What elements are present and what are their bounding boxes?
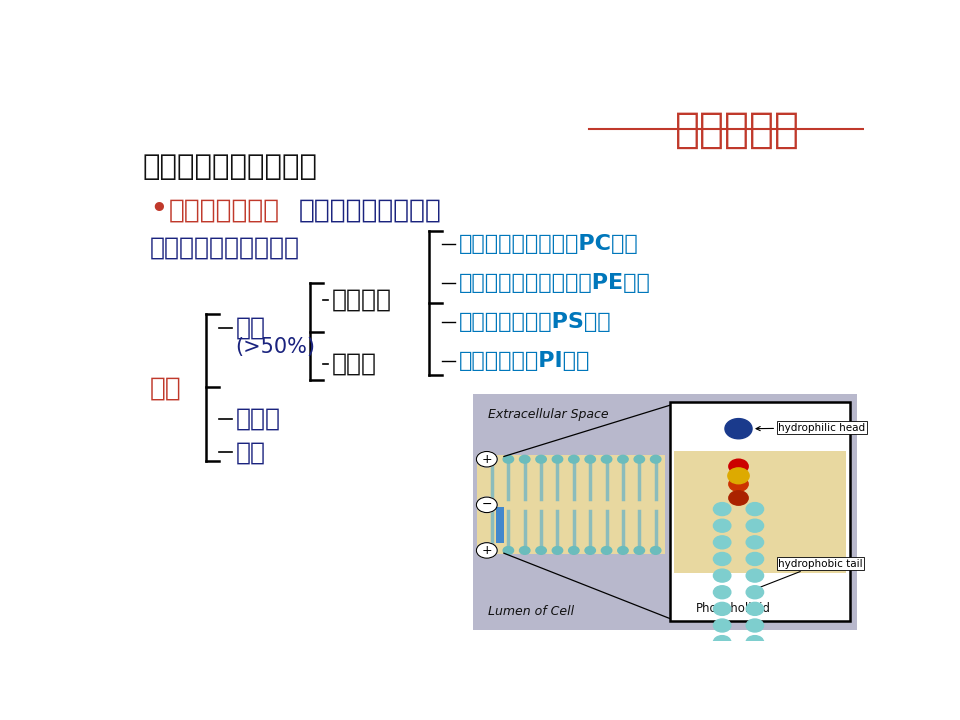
- Circle shape: [713, 652, 731, 665]
- Text: 一、细胞膜的化学组成: 一、细胞膜的化学组成: [142, 153, 318, 181]
- Text: •: •: [150, 197, 166, 223]
- Bar: [473, 394, 856, 630]
- Circle shape: [729, 459, 748, 474]
- Text: 磷脂酰丝氨酸（PS）：: 磷脂酰丝氨酸（PS）：: [459, 312, 612, 332]
- Bar: [496, 507, 504, 543]
- Circle shape: [713, 603, 731, 616]
- Circle shape: [713, 586, 731, 599]
- Bar: [477, 455, 665, 554]
- Circle shape: [552, 455, 563, 463]
- Text: 细胞膜的成分：: 细胞膜的成分：: [168, 197, 279, 223]
- Circle shape: [519, 455, 530, 463]
- Circle shape: [476, 451, 497, 467]
- Circle shape: [746, 569, 763, 582]
- Circle shape: [519, 546, 530, 554]
- Text: +: +: [482, 453, 492, 466]
- Text: 膜脂: 膜脂: [150, 376, 181, 402]
- Circle shape: [746, 586, 763, 599]
- Circle shape: [746, 552, 763, 565]
- Circle shape: [746, 619, 763, 632]
- Circle shape: [728, 468, 749, 484]
- Circle shape: [713, 536, 731, 549]
- Text: 磷脂: 磷脂: [235, 315, 265, 340]
- Circle shape: [713, 619, 731, 632]
- Circle shape: [713, 636, 731, 649]
- Circle shape: [552, 546, 563, 554]
- Circle shape: [635, 455, 644, 463]
- Circle shape: [476, 543, 497, 558]
- Bar: [674, 451, 847, 573]
- Text: 磷脂酰肌醇（PI）：: 磷脂酰肌醇（PI）：: [459, 351, 589, 371]
- Text: Lumen of Cell: Lumen of Cell: [489, 605, 574, 618]
- Text: 胆固醇: 胆固醇: [235, 407, 280, 431]
- Text: Extracellular Space: Extracellular Space: [489, 408, 609, 421]
- Circle shape: [503, 455, 514, 463]
- Circle shape: [746, 503, 763, 516]
- Circle shape: [487, 455, 497, 463]
- Circle shape: [729, 477, 748, 491]
- Circle shape: [746, 652, 763, 665]
- Circle shape: [536, 455, 546, 463]
- Circle shape: [617, 546, 628, 554]
- Text: 糖脂: 糖脂: [235, 441, 265, 464]
- Circle shape: [503, 546, 514, 554]
- Text: 磷脂酰胆碱（卵磷脂PC）：: 磷脂酰胆碱（卵磷脂PC）：: [459, 235, 638, 254]
- Text: 脂类、蛋白质、糖类: 脂类、蛋白质、糖类: [299, 197, 442, 223]
- Circle shape: [651, 455, 660, 463]
- Circle shape: [476, 497, 497, 513]
- Circle shape: [729, 491, 748, 505]
- Text: 甘油磷脂: 甘油磷脂: [332, 288, 392, 312]
- Circle shape: [713, 569, 731, 582]
- Circle shape: [713, 503, 731, 516]
- Text: −: −: [482, 498, 492, 511]
- Text: 鞘磷脂: 鞘磷脂: [332, 351, 377, 376]
- Circle shape: [635, 546, 644, 554]
- Circle shape: [617, 455, 628, 463]
- Circle shape: [713, 519, 731, 532]
- Circle shape: [585, 546, 595, 554]
- Circle shape: [601, 455, 612, 463]
- Circle shape: [568, 546, 579, 554]
- Circle shape: [536, 546, 546, 554]
- Circle shape: [725, 418, 752, 438]
- Text: (>50%): (>50%): [235, 337, 315, 357]
- Circle shape: [746, 519, 763, 532]
- Text: Phospholipid: Phospholipid: [696, 602, 771, 615]
- Circle shape: [601, 546, 612, 554]
- Circle shape: [568, 455, 579, 463]
- Circle shape: [651, 546, 660, 554]
- Text: 磷脂酰乙醇胺（脑磷脂PE）：: 磷脂酰乙醇胺（脑磷脂PE）：: [459, 273, 650, 293]
- Text: +: +: [482, 544, 492, 557]
- Circle shape: [713, 552, 731, 565]
- Text: （一）细胞膜的脂类为: （一）细胞膜的脂类为: [150, 236, 300, 260]
- Circle shape: [746, 636, 763, 649]
- Circle shape: [487, 546, 497, 554]
- Text: hydrophilic head: hydrophilic head: [756, 423, 865, 433]
- Circle shape: [746, 536, 763, 549]
- Circle shape: [746, 603, 763, 616]
- Text: 组成与结构: 组成与结构: [675, 109, 800, 150]
- Bar: [670, 402, 851, 621]
- Circle shape: [585, 455, 595, 463]
- Text: hydrophobic tail: hydrophobic tail: [751, 559, 863, 591]
